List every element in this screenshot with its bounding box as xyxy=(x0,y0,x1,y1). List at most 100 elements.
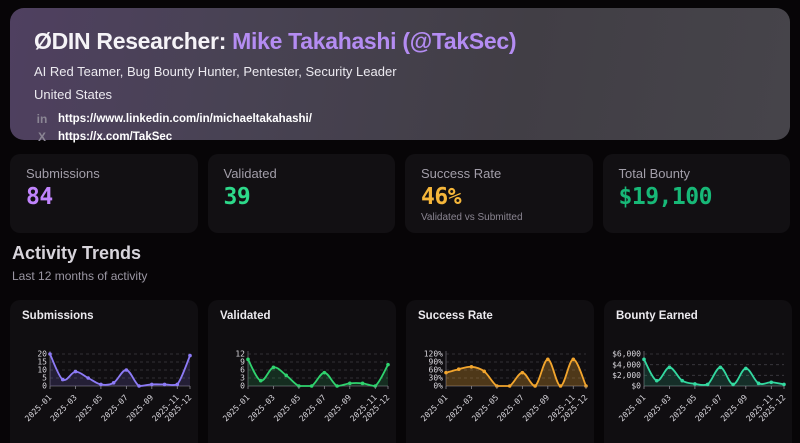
x-link[interactable]: https://x.com/TakSec xyxy=(58,131,173,143)
chart-area-fill xyxy=(248,359,388,386)
y-tick-label: 90% xyxy=(429,358,444,367)
chart-title: Bounty Earned xyxy=(616,310,698,322)
data-point xyxy=(482,369,486,374)
chart-title: Success Rate xyxy=(418,310,493,322)
y-tick-label: 120% xyxy=(424,350,443,359)
stat-label: Success Rate xyxy=(421,166,502,181)
data-point xyxy=(731,382,735,387)
researcher-header-card: ØDIN Researcher: Mike Takahashi (@TakSec… xyxy=(10,8,790,144)
y-tick-label: 9 xyxy=(240,358,245,367)
data-point xyxy=(654,378,659,383)
data-point xyxy=(124,368,129,372)
chart-card-success-rate: Success Rate 0% 30% 60% 90% 120% 2025-01 2025-0… xyxy=(406,300,594,443)
x-tick-label: 2025-09 xyxy=(719,393,749,423)
y-tick-label: 60% xyxy=(429,366,444,375)
x-tick-label: 2025-09 xyxy=(125,393,155,423)
stat-card-validated: Validated 39 xyxy=(207,154,395,233)
data-point xyxy=(60,377,65,382)
activity-trends-section: Activity Trends Last 12 months of activi… xyxy=(12,243,147,283)
stat-label: Submissions xyxy=(26,166,100,181)
y-tick-label: 12 xyxy=(235,350,245,359)
chart-card-bounty-earned: Bounty Earned $0 $2,000 $4,000 $6,000 2025-01… xyxy=(604,300,792,443)
stat-value: 46% xyxy=(421,184,462,210)
data-point xyxy=(705,382,710,387)
y-tick-label: 0 xyxy=(42,382,47,391)
linkedin-link-row: in https://www.linkedin.com/in/michaelta… xyxy=(34,112,766,126)
x-tick-label: 2025-07 xyxy=(298,393,328,423)
data-point xyxy=(99,382,103,387)
x-tick-label: 2025-05 xyxy=(470,393,500,423)
stat-card-submissions: Submissions 84 xyxy=(10,154,198,233)
social-links: in https://www.linkedin.com/in/michaelta… xyxy=(34,112,766,144)
data-point xyxy=(782,382,786,387)
stat-value: $19,100 xyxy=(618,184,713,210)
data-point xyxy=(571,357,576,362)
data-point xyxy=(744,366,748,371)
page-title: ØDIN Researcher: Mike Takahashi (@TakSec… xyxy=(34,28,766,55)
stat-card-total-bounty: Total Bounty $19,100 xyxy=(602,154,790,233)
data-point xyxy=(769,380,774,385)
chart-svg: $0$2,000$4,000$6,0002025-012025-032025-0… xyxy=(612,350,787,424)
data-point xyxy=(150,382,154,387)
section-subtitle: Last 12 months of activity xyxy=(12,269,148,283)
data-point xyxy=(284,373,288,378)
data-point xyxy=(162,382,167,387)
y-tick-label: 0 xyxy=(240,382,245,391)
data-point xyxy=(188,353,192,358)
chart-svg: 0%30%60%90%120%2025-012025-032025-052025… xyxy=(419,350,589,424)
data-point xyxy=(546,357,550,362)
x-tick-label: 2025-07 xyxy=(694,393,724,423)
data-point xyxy=(335,384,339,388)
data-point xyxy=(756,381,761,386)
data-point xyxy=(718,365,723,370)
data-point xyxy=(558,384,563,388)
data-point xyxy=(246,357,250,362)
data-point xyxy=(137,384,141,388)
x-tick-label: 2025-01 xyxy=(221,393,251,423)
y-tick-label: 30% xyxy=(429,374,444,383)
y-tick-label: $2,000 xyxy=(612,371,641,380)
x-tick-label: 2025-03 xyxy=(49,393,79,423)
section-title: Activity Trends xyxy=(12,243,142,263)
x-link-row: X https://x.com/TakSec xyxy=(34,130,766,144)
data-point xyxy=(348,381,352,386)
x-tick-label: 2025-01 xyxy=(419,393,449,423)
stat-value: 84 xyxy=(26,184,53,210)
x-tick-label: 2025-05 xyxy=(74,393,104,423)
data-point xyxy=(667,365,672,370)
x-tick-label: 2025-09 xyxy=(521,393,551,423)
data-point xyxy=(309,384,314,388)
data-point xyxy=(48,352,52,356)
researcher-location: United States xyxy=(34,87,113,102)
x-icon: X xyxy=(37,130,46,144)
x-tick-label: 2025-07 xyxy=(100,393,130,423)
x-tick-label: 2025-03 xyxy=(643,393,673,423)
y-tick-label: 20 xyxy=(37,350,47,359)
data-point xyxy=(175,382,180,387)
y-tick-label: 5 xyxy=(42,374,47,383)
data-point xyxy=(693,382,697,386)
chart-area-fill xyxy=(446,359,586,386)
charts-row: Submissions 0 5 10 15 20 2025-01 2025-03 2025-05… xyxy=(10,300,792,443)
x-tick-label: 2025-05 xyxy=(668,393,698,423)
x-tick-label: 2025-09 xyxy=(323,393,353,423)
y-tick-label: $0 xyxy=(631,382,641,391)
stat-label: Total Bounty xyxy=(618,166,691,181)
y-tick-label: 0% xyxy=(433,382,443,391)
data-point xyxy=(507,384,512,388)
data-point xyxy=(456,367,461,371)
linkedin-link[interactable]: https://www.linkedin.com/in/michaeltakah… xyxy=(58,113,312,125)
y-tick-label: 10 xyxy=(37,366,47,375)
data-point xyxy=(520,370,525,375)
chart-card-submissions: Submissions 0 5 10 15 20 2025-01 2025-03 2025-05… xyxy=(10,300,198,443)
chart-title: Submissions xyxy=(22,310,94,322)
y-tick-label: 3 xyxy=(240,374,245,383)
y-tick-label: $6,000 xyxy=(612,350,641,359)
stat-sublabel: Validated vs Submitted xyxy=(421,212,523,223)
data-point xyxy=(533,384,537,388)
data-point xyxy=(680,378,684,383)
chart-card-validated: Validated 0 3 6 9 12 2025-01 2025-03 2025-05 2025… xyxy=(208,300,396,443)
